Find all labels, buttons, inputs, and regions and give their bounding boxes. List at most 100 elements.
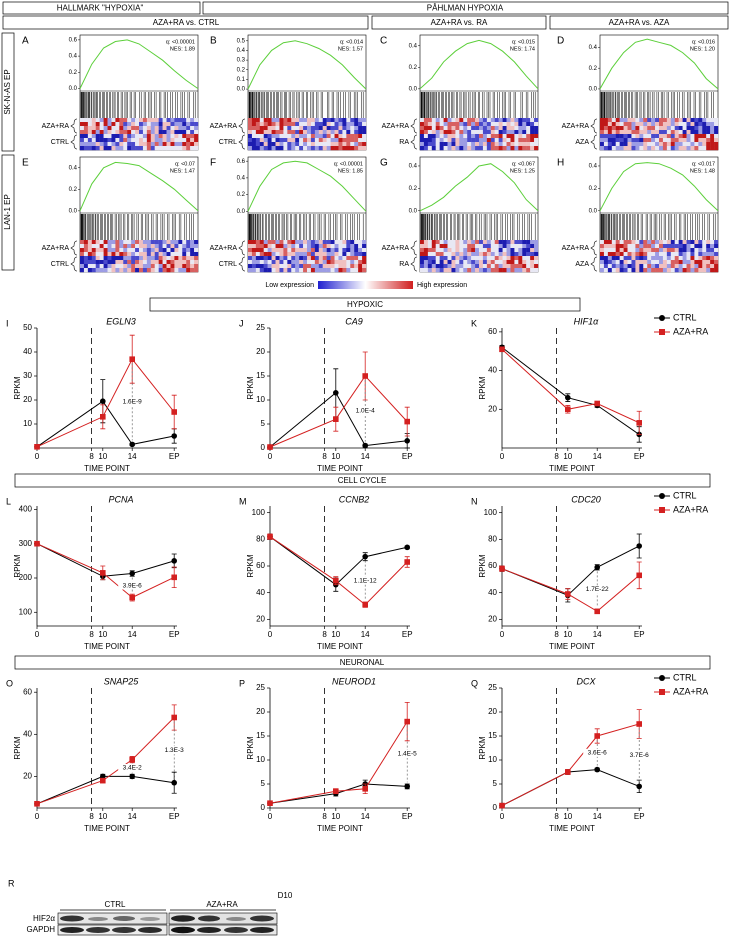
header-pahlman: PÅHLMAN HYPOXIA: [427, 4, 504, 13]
heatmap-cell: [534, 240, 539, 245]
heatmap-cell: [655, 118, 660, 123]
heatmap-cell: [670, 118, 675, 123]
heatmap-cell: [350, 244, 355, 249]
heatmap-cell: [342, 244, 347, 249]
heatmap-cell: [420, 268, 425, 273]
heatmap-cell: [534, 256, 539, 261]
heatmap-cell: [662, 248, 668, 253]
heatmap-cell: [502, 130, 507, 135]
heatmap-cell: [119, 146, 124, 151]
heatmap-cell: [498, 252, 503, 257]
heatmap-cell: [635, 260, 640, 265]
annotation-bg: [351, 406, 380, 415]
heatmap-cell: [623, 264, 628, 269]
heatmap-cell: [338, 122, 343, 127]
group-bracket: [590, 134, 598, 150]
heatmap-cell: [451, 126, 456, 131]
heatmap-cell: [166, 264, 171, 269]
heatmap-cell: [439, 122, 444, 127]
heatmap-cell: [475, 240, 480, 245]
heatmap-cell: [80, 118, 85, 123]
heatmap-cell: [651, 134, 656, 139]
heatmap-cell: [475, 268, 480, 273]
heatmap-cell: [314, 142, 319, 147]
y-tick-label: 20: [256, 707, 265, 716]
heatmap-cell: [318, 134, 323, 139]
heatmap-cell: [99, 138, 104, 143]
heatmap-cell: [146, 134, 151, 139]
heatmap-cell: [534, 138, 539, 143]
heatmap-cell: [95, 260, 100, 265]
y-tick-label: 40: [256, 588, 265, 597]
y-axis-label: RPKM: [246, 554, 255, 577]
heatmap-cell: [467, 240, 472, 245]
heatmap-cell: [506, 260, 511, 265]
heatmap-cell: [279, 146, 284, 151]
y-tick-label: 0.2: [589, 66, 598, 72]
heatmap-cell: [158, 118, 163, 123]
heatmap-cell: [115, 244, 120, 249]
marker: [636, 783, 642, 790]
heatmap-cell: [334, 244, 339, 249]
heatmap-cell: [119, 240, 124, 245]
heatmap-cell: [111, 118, 116, 123]
heatmap-cell: [123, 252, 128, 257]
heatmap-cell: [510, 118, 515, 123]
heatmap-cell: [83, 260, 89, 265]
heatmap-cell: [423, 138, 429, 143]
heatmap-cell: [619, 146, 624, 151]
heatmap-cell: [647, 244, 652, 249]
heatmap-cell: [170, 260, 175, 265]
series-line: [36, 543, 175, 577]
heatmap-cell: [186, 264, 191, 269]
heatmap-cell: [698, 134, 703, 139]
heatmap-cell: [479, 126, 484, 131]
heatmap-cell: [435, 118, 440, 123]
heatmap-cell: [623, 126, 628, 131]
y-tick-label: 5: [493, 779, 498, 788]
heatmap-cell: [119, 118, 124, 123]
heatmap-cell: [194, 256, 199, 261]
heatmap-cell: [342, 264, 347, 269]
heatmap-cell: [627, 126, 632, 131]
heatmap-cell: [135, 130, 140, 135]
heatmap-cell: [698, 118, 703, 123]
heatmap-cell: [162, 252, 167, 257]
heatmap-cell: [99, 126, 104, 131]
heatmap-cell: [694, 134, 699, 139]
heatmap-cell: [607, 240, 612, 245]
heatmap-cell: [502, 248, 507, 253]
heatmap-cell: [259, 122, 264, 127]
heatmap-cell: [686, 260, 691, 265]
heatmap-cell: [87, 248, 92, 253]
heatmap-cell: [263, 126, 268, 131]
heatmap-cell: [119, 268, 124, 273]
heatmap-cell: [463, 268, 468, 273]
row-label: SK-N-AS EP: [3, 69, 12, 114]
heatmap-cell: [190, 264, 195, 269]
heatmap-cell: [354, 240, 359, 245]
legend-label: AZA+RA: [673, 326, 708, 336]
heatmap-cell: [447, 264, 452, 269]
heatmap-cell: [303, 134, 308, 139]
heatmap-cell: [447, 118, 452, 123]
heatmap-cell: [639, 118, 644, 123]
heatmap-cell: [326, 122, 331, 127]
heatmap-cell: [651, 138, 656, 143]
heatmap-cell: [482, 248, 488, 253]
heatmap-cell: [694, 240, 699, 245]
heatmap-cell: [674, 118, 679, 123]
heatmap-cell: [318, 264, 323, 269]
heatmap-cell: [623, 146, 628, 151]
heatmap-cell: [342, 134, 347, 139]
legend-label: CTRL: [673, 312, 697, 322]
heatmap-cell: [291, 260, 296, 265]
y-tick-label: 0.0: [69, 208, 78, 214]
heatmap-cell: [435, 122, 440, 127]
heatmap-cell: [119, 264, 124, 269]
heatmap-cell: [95, 240, 100, 245]
heatmap-cell: [698, 264, 703, 269]
heatmap-cell: [670, 244, 675, 249]
heatmap-cell: [423, 126, 429, 131]
heatmap-cell: [494, 268, 499, 273]
